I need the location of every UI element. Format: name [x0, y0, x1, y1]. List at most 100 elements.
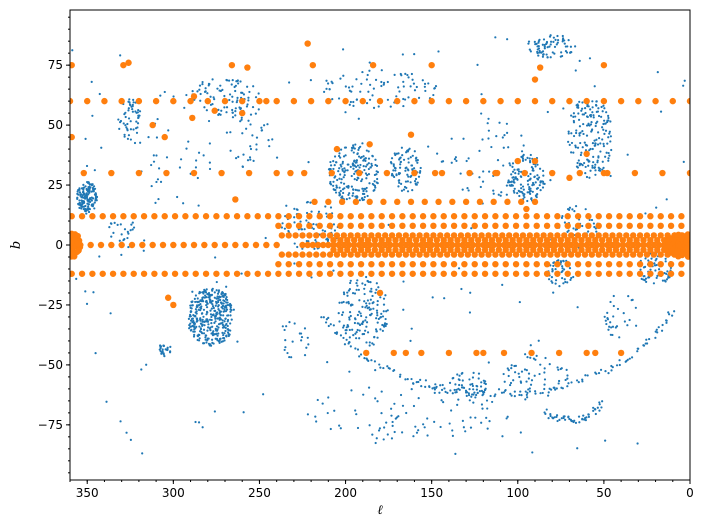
data-point-blue: [526, 191, 529, 194]
data-point-blue: [370, 287, 373, 290]
data-point-orange: [128, 241, 136, 249]
data-point-orange: [440, 270, 447, 277]
data-point-blue: [574, 421, 578, 424]
data-point-blue: [394, 153, 397, 157]
data-point-orange: [378, 237, 385, 244]
y-tick-label: −25: [38, 298, 63, 312]
data-point-orange: [340, 241, 348, 249]
data-point-orange: [583, 241, 590, 249]
data-point-blue: [594, 412, 597, 416]
data-point-blue: [266, 123, 269, 126]
data-point-blue: [161, 350, 164, 353]
data-point-blue: [487, 137, 490, 140]
data-point-blue: [368, 98, 372, 101]
data-point-blue: [392, 164, 395, 168]
data-point-blue: [605, 322, 608, 326]
y-tick-label: −75: [38, 418, 63, 432]
data-point-blue: [303, 327, 307, 330]
data-point-orange: [554, 222, 561, 230]
data-point-blue: [391, 420, 394, 424]
data-point-blue: [601, 160, 604, 163]
data-point-blue: [200, 300, 203, 303]
data-point-orange: [325, 241, 332, 249]
data-point-blue: [413, 180, 417, 183]
data-point-blue: [511, 176, 514, 179]
data-point-orange: [443, 241, 451, 249]
data-point-blue: [91, 197, 95, 200]
data-point-blue: [543, 47, 546, 50]
data-point-orange: [566, 97, 573, 105]
data-point-blue: [398, 157, 401, 160]
data-point-blue: [607, 116, 610, 120]
data-point-blue: [609, 174, 612, 178]
data-point-blue: [372, 106, 376, 109]
data-point-blue: [357, 288, 360, 291]
data-point-orange: [636, 270, 644, 277]
data-point-blue: [355, 159, 358, 162]
data-point-blue: [247, 99, 250, 102]
data-point-orange: [624, 241, 632, 249]
data-point-blue: [581, 417, 584, 420]
data-point-orange: [604, 241, 611, 249]
data-point-blue: [397, 185, 400, 188]
data-point-blue: [587, 415, 591, 418]
data-point-blue: [541, 180, 545, 183]
data-point-blue: [380, 69, 383, 72]
data-point-blue: [87, 193, 90, 196]
data-point-orange: [557, 241, 565, 249]
data-point-blue: [381, 323, 384, 327]
data-point-orange: [388, 213, 396, 220]
data-point-blue: [214, 256, 217, 259]
data-point-blue: [344, 169, 347, 172]
data-point-orange: [430, 232, 437, 239]
data-point-blue: [560, 417, 563, 420]
data-point-blue: [209, 309, 212, 312]
data-point-blue: [488, 420, 491, 423]
data-point-blue: [361, 192, 365, 195]
data-point-blue: [355, 288, 358, 291]
data-point-blue: [480, 112, 483, 115]
data-point-blue: [597, 371, 601, 375]
data-point-orange: [543, 213, 551, 220]
data-point-blue: [520, 150, 524, 153]
data-point-orange: [478, 251, 485, 258]
data-point-blue: [572, 112, 576, 115]
data-point-blue: [609, 135, 612, 138]
data-point-blue: [351, 328, 354, 331]
data-point-orange: [554, 251, 561, 258]
data-point-blue: [120, 233, 123, 236]
data-point-blue: [195, 304, 199, 307]
data-point-blue: [93, 187, 97, 190]
data-point-blue: [343, 173, 346, 177]
data-point-blue: [201, 318, 204, 321]
data-point-blue: [332, 188, 335, 191]
data-point-blue: [386, 309, 389, 312]
data-point-blue: [209, 300, 212, 303]
data-point-blue: [537, 339, 540, 342]
data-point-orange: [543, 260, 551, 268]
data-point-blue: [205, 313, 208, 316]
data-point-orange: [531, 241, 539, 249]
data-point-blue: [423, 426, 426, 429]
data-point-orange: [533, 222, 540, 230]
data-point-orange: [161, 133, 168, 141]
data-point-blue: [228, 93, 232, 96]
data-point-blue: [520, 187, 523, 190]
data-point-blue: [124, 124, 127, 127]
data-point-blue: [529, 356, 532, 359]
data-point-blue: [378, 427, 381, 430]
data-point-blue: [83, 197, 87, 200]
data-point-blue: [507, 374, 510, 378]
data-point-blue: [555, 414, 559, 417]
data-point-blue: [358, 199, 361, 202]
data-point-orange: [170, 97, 177, 105]
data-point-orange: [306, 222, 313, 230]
data-point-blue: [545, 53, 548, 56]
data-point-blue: [542, 53, 545, 56]
data-point-blue: [607, 114, 610, 117]
data-point-blue: [385, 421, 388, 424]
data-point-blue: [472, 388, 475, 391]
data-point-blue: [356, 426, 360, 430]
data-point-blue: [371, 94, 374, 97]
data-point-blue: [363, 168, 366, 172]
